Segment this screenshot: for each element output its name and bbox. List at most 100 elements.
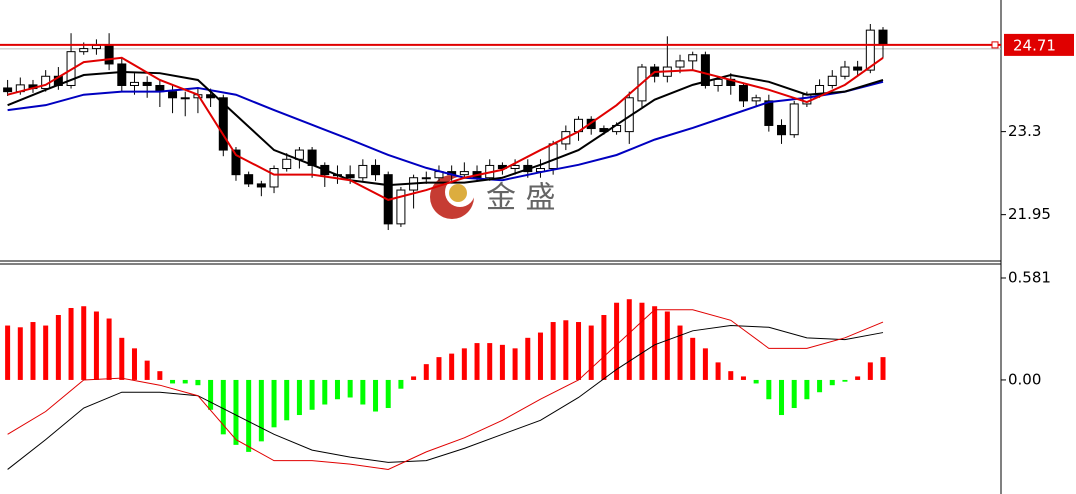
macd-bar: [461, 348, 467, 380]
macd-bar: [170, 379, 176, 384]
macd-bar: [436, 357, 442, 380]
macd-bar: [766, 379, 772, 400]
macd-bar: [601, 315, 607, 380]
macd-bar: [677, 325, 683, 380]
candle-body: [865, 29, 875, 71]
candle-body: [269, 168, 279, 188]
macd-bar: [195, 379, 201, 386]
candle-body: [168, 91, 178, 99]
candle-body: [764, 100, 774, 126]
macd-bar: [740, 376, 746, 380]
candle-body: [117, 63, 127, 86]
candle-body: [751, 97, 761, 102]
macd-bar: [525, 337, 531, 380]
macd-bar: [373, 379, 379, 412]
macd-bar: [487, 343, 493, 380]
macd-bar: [322, 379, 328, 405]
last-price-label: 24.71: [1013, 36, 1056, 54]
candle-body: [129, 81, 139, 86]
y-tick-label: 0.00: [1008, 370, 1041, 388]
candle-body: [231, 149, 241, 176]
candle-body: [421, 177, 431, 180]
macd-bar: [17, 327, 23, 380]
macd-bar: [347, 379, 353, 398]
candle-body: [827, 75, 837, 86]
candle-body: [548, 143, 558, 170]
macd-bar: [385, 379, 391, 409]
candle-body: [878, 29, 888, 46]
macd-bar: [829, 379, 835, 386]
macd-bar: [817, 379, 823, 393]
macd-bar: [626, 299, 632, 380]
macd-bar: [271, 379, 277, 428]
candle-body: [180, 97, 190, 100]
macd-bar: [563, 320, 569, 380]
macd-bar: [702, 348, 708, 380]
macd-bar: [652, 306, 658, 380]
macd-bar: [398, 379, 404, 389]
macd-bar: [664, 311, 670, 380]
macd-bar: [588, 325, 594, 380]
y-tick-label: 0.581: [1008, 268, 1051, 286]
candle-body: [371, 164, 381, 176]
macd-bar: [499, 344, 505, 380]
macd-bar: [423, 364, 429, 380]
macd-bar: [55, 315, 61, 380]
candle-body: [713, 78, 723, 86]
candle-body: [840, 66, 850, 77]
macd-bar: [246, 379, 252, 452]
candle-body: [91, 45, 101, 50]
macd-bar: [537, 332, 543, 380]
macd-bar: [753, 379, 759, 384]
macd-bar: [715, 362, 721, 380]
candle-body: [777, 124, 787, 136]
macd-bar: [296, 379, 302, 416]
macd-bar: [220, 379, 226, 435]
candle-body: [815, 84, 825, 96]
macd-bar: [779, 379, 785, 416]
candle-body: [358, 164, 368, 179]
indicator-line: [7, 325, 884, 470]
macd-bar: [614, 302, 620, 380]
macd-bar: [106, 318, 112, 380]
macd-bar: [550, 322, 556, 380]
macd-bar: [360, 379, 366, 405]
macd-bar: [208, 379, 214, 410]
macd-bar: [728, 371, 734, 380]
macd-bar: [157, 371, 163, 380]
candle-body: [282, 158, 292, 170]
macd-bar: [43, 325, 49, 380]
last-price-marker: [991, 41, 999, 49]
candle-body: [675, 60, 685, 68]
y-tick-label: 21.95: [1008, 205, 1051, 223]
macd-bar: [68, 307, 74, 380]
macd-bar: [512, 348, 518, 380]
last-price-box: [1004, 33, 1074, 56]
macd-bar: [30, 322, 36, 380]
candle-body: [142, 81, 152, 86]
y-tick-label: 23.3: [1008, 122, 1041, 140]
indicator-line: [7, 56, 884, 201]
macd-bar: [93, 311, 99, 380]
watermark: 金 盛: [430, 175, 556, 219]
macd-bar: [639, 302, 645, 380]
candle-body: [789, 103, 799, 136]
macd-bar: [309, 379, 315, 410]
indicator-line: [7, 80, 884, 182]
macd-bar: [576, 322, 582, 380]
macd-bar: [5, 325, 11, 380]
macd-bar: [690, 337, 696, 380]
macd-bar: [258, 379, 264, 442]
candle-body: [459, 171, 469, 176]
macd-bar: [449, 353, 455, 380]
macd-bar: [284, 379, 290, 421]
candle-body: [738, 84, 748, 102]
macd-bar: [791, 379, 797, 409]
macd-bar: [880, 357, 886, 380]
candle-body: [104, 45, 114, 65]
macd-bar: [842, 379, 848, 382]
macd-bar: [867, 362, 873, 380]
indicator-line: [7, 70, 884, 187]
